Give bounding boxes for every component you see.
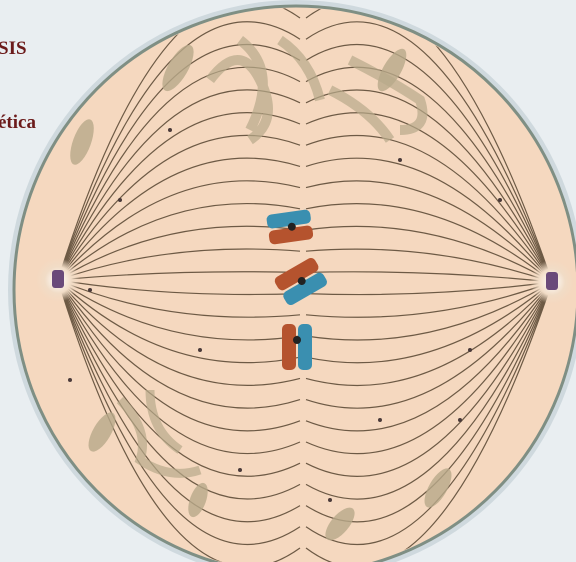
fiber [57, 203, 301, 281]
cell-membrane [12, 4, 576, 562]
organelle [70, 119, 94, 165]
fiber [57, 8, 301, 281]
fiber [57, 279, 301, 562]
chromatin [327, 55, 428, 143]
particle [68, 378, 72, 382]
fiber [305, 281, 553, 318]
fiber [57, 180, 301, 281]
chromosomes [266, 209, 327, 370]
fiber [57, 157, 301, 281]
fiber [305, 66, 553, 283]
organelles [70, 35, 452, 541]
organelle [188, 482, 208, 518]
fiber [305, 112, 553, 283]
fiber [305, 21, 553, 283]
fiber [57, 279, 301, 386]
fiber [57, 279, 301, 364]
particle [88, 288, 92, 292]
organelle [162, 44, 194, 92]
fiber [305, 281, 553, 500]
particle [118, 198, 122, 202]
centriole [52, 270, 64, 288]
fiber [57, 271, 301, 281]
particle [168, 128, 172, 132]
fiber [305, 281, 553, 364]
chromatin [206, 35, 325, 145]
fiber [57, 134, 301, 281]
particle [378, 418, 382, 422]
fiber [305, 281, 553, 455]
fiber [57, 279, 301, 409]
particle [458, 418, 462, 422]
particle [468, 348, 472, 352]
fiber [57, 225, 301, 281]
fiber [305, 281, 553, 341]
fiber [57, 279, 301, 545]
particle [498, 198, 502, 202]
fiber [305, 281, 553, 477]
label: ética [0, 112, 36, 133]
fiber [305, 281, 553, 545]
fiber [305, 281, 553, 409]
fiber [305, 281, 553, 562]
particle [328, 498, 332, 502]
organelle [88, 412, 116, 452]
centrosome-right [530, 260, 574, 304]
fiber [305, 134, 553, 283]
fiber [305, 225, 553, 283]
fiber [57, 279, 301, 318]
fiber [305, 271, 553, 283]
fiber [305, 157, 553, 283]
organelle [424, 468, 452, 508]
fiber [305, 180, 553, 283]
particle [238, 468, 242, 472]
fiber [57, 279, 301, 455]
chromosome [282, 324, 312, 370]
fiber [57, 279, 301, 296]
organelle [325, 507, 355, 541]
label: SIS [0, 38, 27, 59]
fiber [305, 281, 553, 387]
centriole [546, 272, 558, 290]
fiber [57, 279, 301, 432]
fiber [305, 203, 553, 283]
fiber [305, 281, 553, 296]
fiber [57, 279, 301, 341]
fiber [57, 248, 301, 281]
centrosome-left [36, 258, 80, 302]
fiber [57, 279, 301, 523]
fiber [305, 281, 553, 432]
chromatin [116, 389, 202, 478]
chromosome [266, 209, 314, 245]
chromosome [274, 257, 327, 306]
fiber [305, 44, 553, 283]
particle [398, 158, 402, 162]
fiber [305, 248, 553, 283]
particle [198, 348, 202, 352]
